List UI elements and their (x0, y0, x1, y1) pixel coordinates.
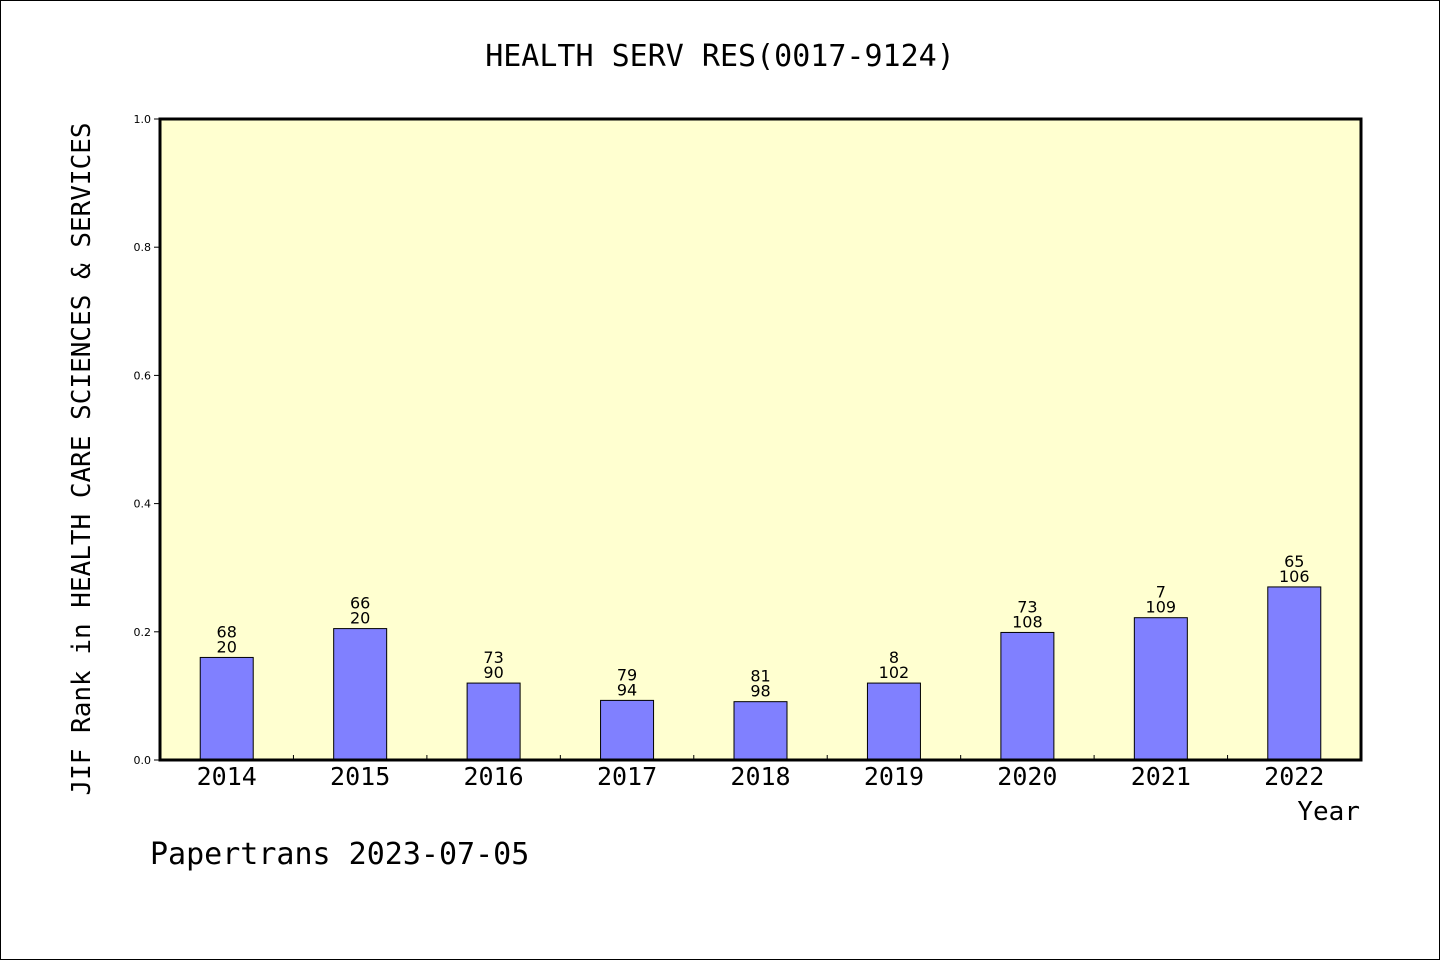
x-tick-label-2019: 2019 (864, 762, 924, 791)
y-tick-label-0.4: 0.4 (134, 498, 152, 511)
bar-label-bottom-2021: 109 (1146, 598, 1177, 617)
x-tick-label-2015: 2015 (330, 762, 390, 791)
y-tick-label-0.6: 0.6 (134, 369, 152, 382)
bar-label-top-2016: 73 (483, 648, 503, 667)
bar-label-bottom-2014: 20 (217, 637, 237, 656)
plot-border (158, 117, 1363, 762)
bar-label-top-2018: 81 (750, 667, 770, 686)
bar-label-top-2019: 8 (889, 648, 899, 667)
bar-2018 (733, 701, 788, 761)
y-tick-label-0.8: 0.8 (134, 241, 152, 254)
x-tick-label-2014: 2014 (197, 762, 257, 791)
chart-title: HEALTH SERV RES(0017-9124) (485, 39, 955, 74)
bar-2014 (199, 656, 254, 761)
bar-label-top-2020: 73 (1017, 597, 1037, 616)
bar-2019 (866, 682, 921, 761)
bar-label-bottom-2019: 102 (879, 663, 910, 682)
bar-label-bottom-2022: 106 (1279, 567, 1310, 586)
x-axis-label: Year (1297, 797, 1360, 827)
bar-2017 (600, 699, 655, 761)
x-tick-label-2017: 2017 (597, 762, 657, 791)
bar-label-bottom-2015: 20 (350, 609, 370, 628)
bar-label-bottom-2020: 108 (1012, 612, 1043, 631)
x-axis-ticks: 2014 2015 2016 2017 2018 2019 2020 2021 2022 (197, 755, 1324, 791)
x-tick-label-2021: 2021 (1131, 762, 1191, 791)
x-tick-label-2020: 2020 (997, 762, 1057, 791)
bar-label-bottom-2016: 90 (483, 663, 503, 682)
footer-credit: Papertrans 2023-07-05 (150, 837, 529, 872)
bar-label-top-2014: 68 (217, 622, 237, 641)
bar-2021 (1133, 617, 1188, 761)
bar-group (199, 586, 1322, 761)
bar-2020 (1000, 631, 1055, 761)
y-tick-label-1.0: 1.0 (134, 113, 152, 126)
bar-label-top-2017: 79 (617, 665, 637, 684)
x-tick-label-2016: 2016 (464, 762, 524, 791)
bar-label-top-2021: 7 (1156, 583, 1166, 602)
bar-2016 (466, 682, 521, 761)
bar-label-top-2022: 65 (1284, 552, 1304, 571)
y-axis-ticks: 0.0 0.2 0.4 0.6 0.8 1.0 (134, 113, 160, 767)
bar-label-top-2015: 66 (350, 594, 370, 613)
bar-2015 (333, 628, 388, 761)
bar-2022 (1267, 586, 1322, 761)
bar-label-bottom-2017: 94 (617, 680, 637, 699)
x-tick-label-2022: 2022 (1264, 762, 1324, 791)
bar-label-bottom-2018: 98 (750, 682, 770, 701)
x-tick-label-2018: 2018 (730, 762, 790, 791)
y-axis-label: JIF Rank in HEALTH CARE SCIENCES & SERVI… (67, 122, 97, 795)
y-tick-label-0.2: 0.2 (134, 626, 152, 639)
y-tick-label-0.0: 0.0 (134, 754, 152, 767)
